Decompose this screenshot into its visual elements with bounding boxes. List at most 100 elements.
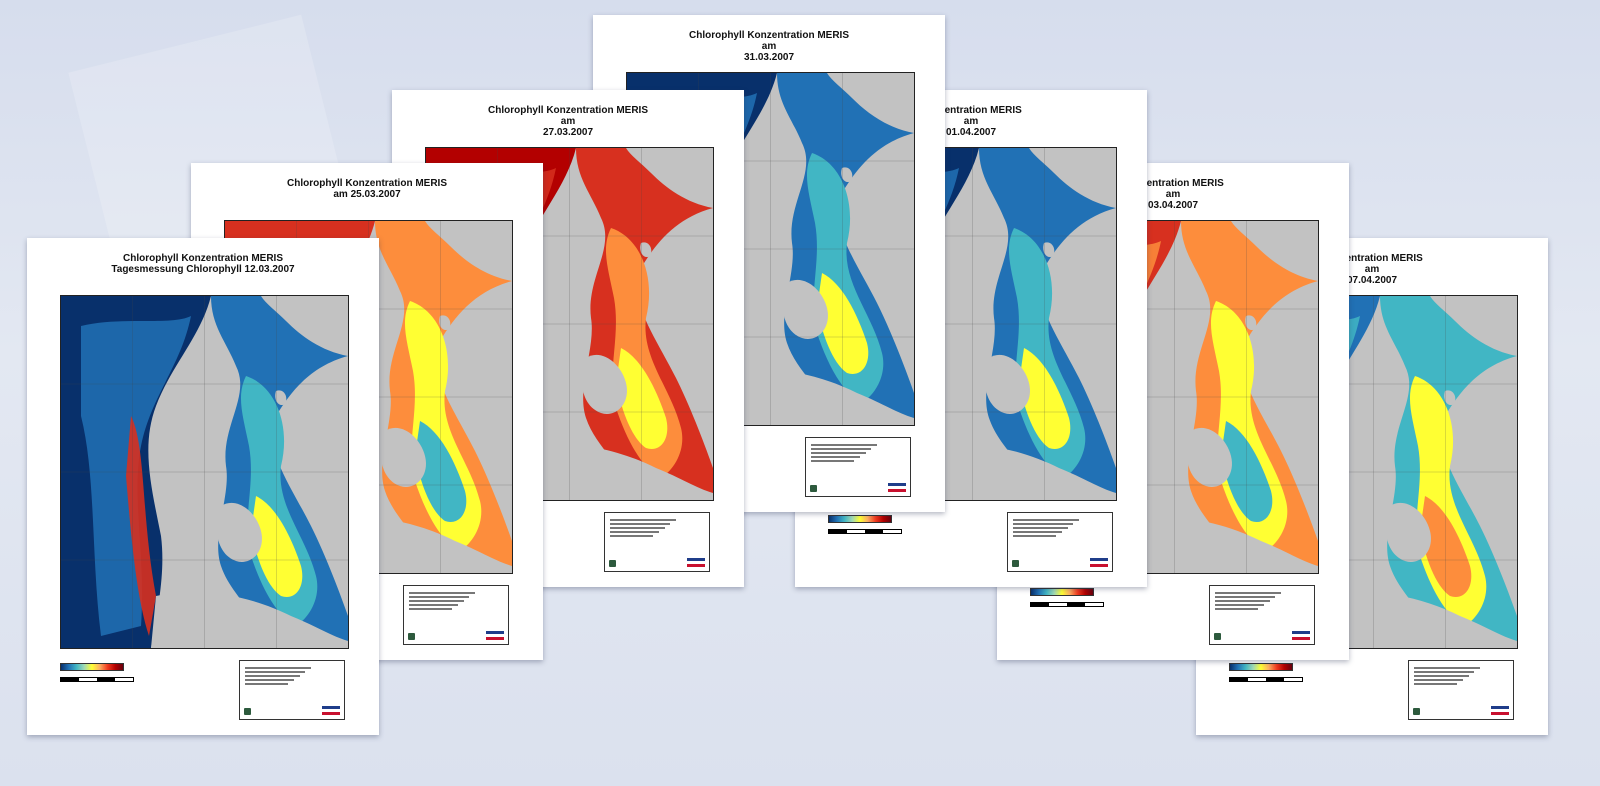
- baltic-core: [1019, 348, 1071, 449]
- flag-logo: [1292, 631, 1310, 640]
- danish-islands: [984, 354, 1030, 414]
- baltic-core: [251, 496, 303, 597]
- map-title-line: Konzentration MERIS: [1122, 178, 1224, 189]
- danish-islands: [216, 502, 262, 562]
- germany-land: [717, 369, 914, 425]
- info-text-line: [245, 675, 300, 677]
- map-info-box: [403, 585, 509, 645]
- baltic-core: [1420, 496, 1472, 597]
- coastal-band: [126, 416, 156, 636]
- legend-color-ramp: [828, 515, 892, 523]
- map-title-line: 31.03.2007: [743, 52, 795, 63]
- color-legend: [1030, 588, 1104, 607]
- map-title-line: 01.04.2007: [945, 127, 997, 138]
- scandinavia-land: [1029, 148, 1116, 208]
- map-title-line: 27.03.2007: [542, 127, 594, 138]
- scandinavia-land: [1231, 221, 1318, 281]
- map-title: Chlorophyll Konzentration MERIS am 25.03.…: [191, 178, 543, 200]
- legend-color-ramp: [1229, 663, 1293, 671]
- company-logo: [244, 708, 251, 715]
- info-text-line: [1414, 683, 1458, 685]
- island-small: [439, 315, 451, 331]
- map-info-box: [1007, 512, 1113, 572]
- flag-logo: [1090, 558, 1108, 567]
- info-text-line: [409, 596, 470, 598]
- scandinavia-land: [626, 148, 713, 208]
- island-small: [1245, 315, 1257, 331]
- island-small: [1043, 242, 1055, 258]
- island-small: [1444, 390, 1456, 406]
- germany-land: [151, 592, 348, 648]
- map-title: Konzentration MERIS am 03.04.2007: [997, 178, 1349, 211]
- island-small: [640, 242, 652, 258]
- info-text-line: [610, 531, 659, 533]
- danish-islands: [1385, 502, 1431, 562]
- map-title: Chlorophyll Konzentration MERIS am 27.03.2…: [392, 105, 744, 138]
- company-logo: [1012, 560, 1019, 567]
- map-title-line: Tagesmessung Chlorophyll 12.03.2007: [111, 264, 295, 275]
- baltic-core: [1221, 421, 1273, 522]
- info-text-line: [1013, 519, 1079, 521]
- scandinavia-land: [1430, 296, 1517, 356]
- color-legend: [1229, 663, 1303, 682]
- info-text-line: [245, 667, 311, 669]
- info-text-line: [610, 535, 654, 537]
- info-text-line: [409, 604, 458, 606]
- flag-logo: [486, 631, 504, 640]
- flag-logo: [322, 706, 340, 715]
- company-logo: [1413, 708, 1420, 715]
- danish-islands: [1186, 427, 1232, 487]
- germany-land: [1121, 517, 1318, 573]
- flag-logo: [687, 558, 705, 567]
- info-text-line: [1215, 596, 1276, 598]
- info-text-line: [1013, 535, 1057, 537]
- map-info-box: [1209, 585, 1315, 645]
- map-title: Chlorophyll Konzentration MERIS Tagesmess…: [27, 253, 379, 275]
- info-text-line: [1414, 675, 1469, 677]
- scandinavia-land: [827, 73, 914, 133]
- info-text-line: [811, 456, 860, 458]
- info-text-line: [1013, 523, 1074, 525]
- scandinavia-land: [425, 221, 512, 281]
- scale-bar: [1229, 677, 1303, 682]
- color-legend: [60, 663, 134, 682]
- info-text-line: [1215, 608, 1259, 610]
- map-frame: [60, 295, 349, 649]
- info-text-line: [409, 608, 453, 610]
- info-text-line: [1013, 527, 1068, 529]
- map-title-line: Chlorophyll Konzentration MERIS: [123, 253, 283, 264]
- scale-bar: [60, 677, 134, 682]
- danish-islands: [581, 354, 627, 414]
- scale-bar: [1030, 602, 1104, 607]
- company-logo: [1214, 633, 1221, 640]
- info-text-line: [409, 600, 464, 602]
- info-text-line: [811, 448, 872, 450]
- info-text-line: [610, 519, 676, 521]
- map-title-line: am: [761, 41, 777, 52]
- baltic-core: [415, 421, 467, 522]
- island-small: [275, 390, 287, 406]
- map-info-box: [604, 512, 710, 572]
- germany-land: [1320, 592, 1517, 648]
- info-text-line: [1215, 592, 1281, 594]
- info-text-line: [245, 671, 306, 673]
- info-text-line: [610, 527, 665, 529]
- company-logo: [609, 560, 616, 567]
- info-text-line: [409, 592, 475, 594]
- info-text-line: [610, 523, 671, 525]
- company-logo: [810, 485, 817, 492]
- germany-land: [919, 444, 1116, 500]
- scandinavia-land: [261, 296, 348, 356]
- germany-land: [516, 444, 713, 500]
- map-title-line: am 25.03.2007: [333, 189, 401, 200]
- map-title-line: am: [1165, 189, 1181, 200]
- info-text-line: [245, 683, 289, 685]
- baltic-core: [616, 348, 668, 449]
- info-text-line: [1215, 604, 1264, 606]
- info-text-line: [1215, 600, 1270, 602]
- map-info-box: [239, 660, 345, 720]
- map-title-line: Chlorophyll Konzentration MERIS: [287, 178, 447, 189]
- map-title-line: 07.04.2007: [1346, 275, 1398, 286]
- map-info-box: [805, 437, 911, 497]
- map-title-line: Chlorophyll Konzentration MERIS: [488, 105, 648, 116]
